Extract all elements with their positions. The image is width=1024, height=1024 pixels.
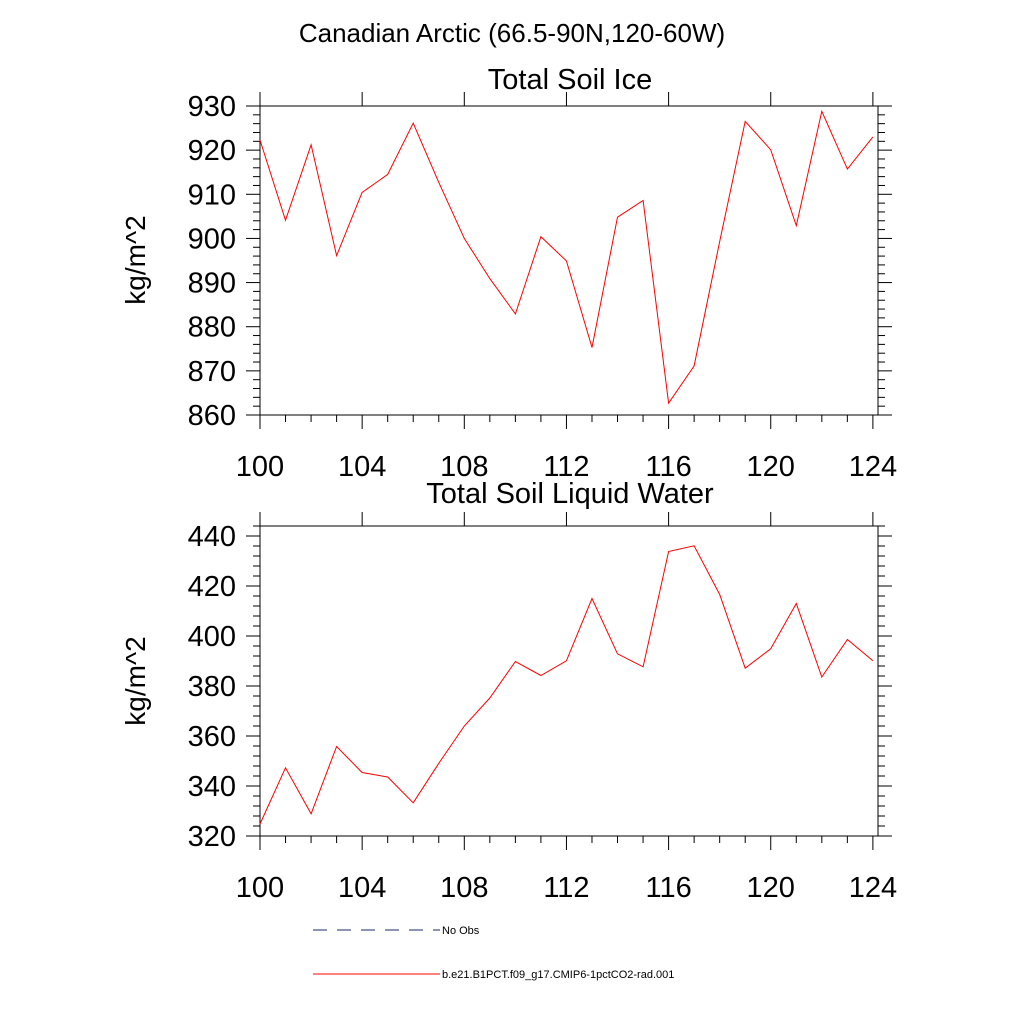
x-tick-label: 120	[747, 872, 795, 904]
x-tick-label: 100	[236, 451, 284, 483]
x-tick-label: 108	[440, 872, 488, 904]
y-tick-label: 440	[188, 521, 236, 553]
y-tick-label: 420	[188, 571, 236, 603]
legend-label-no-obs: No Obs	[442, 925, 480, 937]
y-tick-label: 900	[188, 223, 236, 255]
x-tick-label: 116	[645, 872, 691, 904]
chart-title: Total Soil Ice	[488, 64, 652, 96]
y-tick-label: 910	[188, 179, 236, 211]
x-tick-label: 124	[849, 872, 897, 904]
series-line	[259, 109, 874, 405]
y-tick-label: 870	[188, 356, 236, 388]
y-tick-label: 340	[188, 771, 236, 803]
plot-frame	[259, 525, 879, 837]
chart-title: Total Soil Liquid Water	[426, 478, 714, 510]
x-tick-label: 120	[747, 451, 795, 483]
y-axis-label: kg/m^2	[120, 636, 151, 725]
y-tick-label: 880	[188, 312, 236, 344]
x-tick-label: 112	[543, 872, 589, 904]
x-tick-label: 108	[440, 451, 488, 483]
y-tick-label: 320	[188, 821, 236, 853]
x-tick-label: 104	[338, 451, 386, 483]
chart-total-soil-ice: Total Soil Ice kg/m^2 100 104 108 112 116 120…	[120, 64, 897, 483]
y-tick-label: 380	[188, 671, 236, 703]
chart-total-soil-liquid-water: Total Soil Liquid Water kg/m^2 100 104 108…	[120, 478, 897, 904]
x-tick-label: 100	[236, 872, 284, 904]
plot-frame	[259, 105, 879, 416]
legend-label-model: b.e21.B1PCT.f09_g17.CMIP6-1pctCO2-rad.00…	[442, 969, 674, 981]
x-tick-label: 124	[849, 451, 897, 483]
legend: No Obs b.e21.B1PCT.f09_g17.CMIP6-1pctCO2…	[313, 925, 674, 981]
x-tick-label: 112	[543, 451, 589, 483]
y-tick-label: 890	[188, 268, 236, 300]
y-axis-label: kg/m^2	[120, 215, 151, 304]
y-tick-label: 920	[188, 135, 236, 167]
page-title: Canadian Arctic (66.5-90N,120-60W)	[299, 18, 725, 48]
y-tick-label: 400	[188, 621, 236, 653]
x-tick-label: 104	[338, 872, 386, 904]
y-tick-label: 860	[188, 400, 236, 432]
y-tick-label: 360	[188, 721, 236, 753]
y-tick-label: 930	[188, 91, 236, 123]
series-line	[259, 545, 874, 825]
x-tick-label: 116	[645, 451, 691, 483]
